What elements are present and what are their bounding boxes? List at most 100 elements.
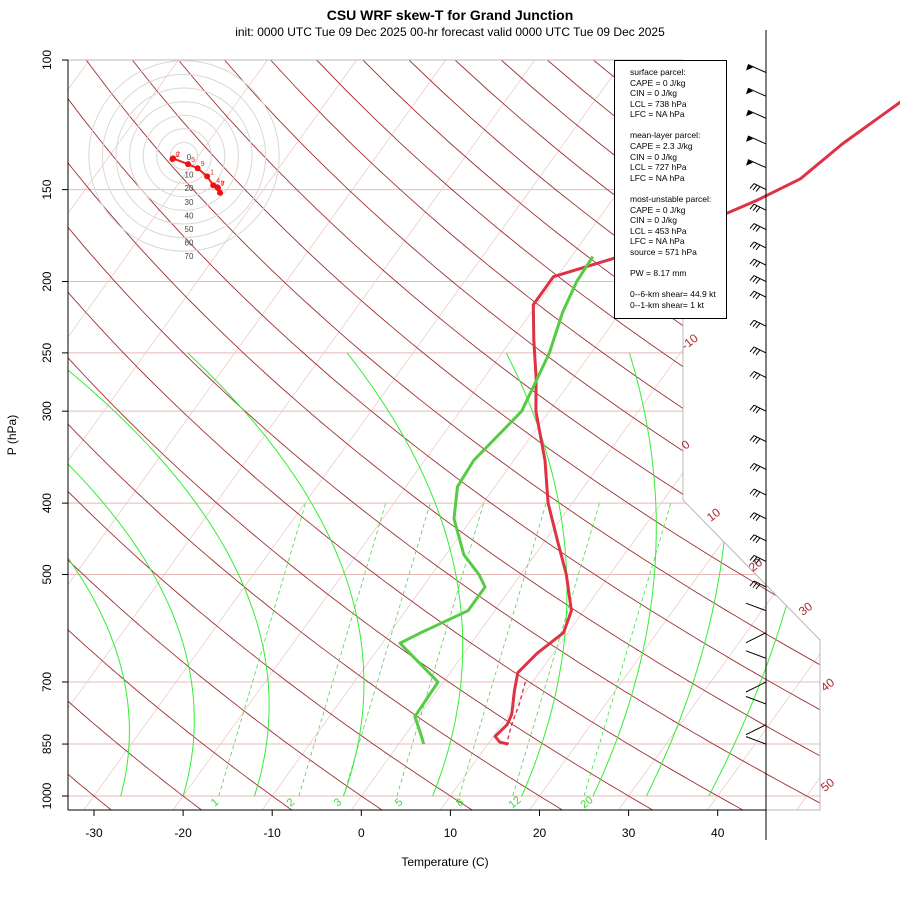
clipped-grid xyxy=(68,60,820,810)
moist-adiabat-line xyxy=(68,352,270,797)
moist-adiabat-line xyxy=(346,352,464,797)
chart-title: CSU WRF skew-T for Grand Junction xyxy=(326,7,574,23)
wind-barb-feather xyxy=(755,293,761,300)
dry-adiabat-line xyxy=(68,60,295,810)
legend-line: CIN = 0 J/kg xyxy=(630,88,678,99)
chart-subtitle: init: 0000 UTC Tue 09 Dec 2025 00-hr for… xyxy=(235,25,665,39)
hodograph-point-label: 0 xyxy=(175,152,179,159)
wind-barb-feather xyxy=(752,243,758,249)
legend-line: mean-layer parcel: xyxy=(630,130,701,141)
x-tick-label: 40 xyxy=(711,826,725,840)
hodograph-point-label: 7 xyxy=(221,181,225,188)
wind-barb-feather xyxy=(752,513,758,520)
mixing-ratio-line xyxy=(458,502,547,797)
wind-barb-feather xyxy=(749,534,755,541)
hodograph-ring-label: 40 xyxy=(185,211,194,220)
dry-adiabat-line xyxy=(316,60,820,810)
wind-barbs xyxy=(745,30,767,840)
wind-barb-feather xyxy=(752,224,758,231)
wind-barb xyxy=(749,258,767,268)
wind-barb-feather xyxy=(749,555,755,561)
wind-barb xyxy=(749,435,767,444)
hodograph-ring-label: 20 xyxy=(185,184,194,193)
wind-barb-shaft xyxy=(745,632,767,644)
wind-barb-feather xyxy=(752,556,758,563)
dry-adiabat-line xyxy=(68,60,820,810)
x-tick-label: -10 xyxy=(264,826,282,840)
isotherm-label: 40 xyxy=(818,675,837,694)
wind-barb xyxy=(749,512,767,522)
wind-barb-feather xyxy=(749,241,755,248)
wind-barb-feather xyxy=(755,322,761,329)
wind-barb-feather xyxy=(749,319,755,326)
hodograph-point xyxy=(204,173,211,180)
y-tick-label: 500 xyxy=(40,564,54,584)
legend-line: CAPE = 0 J/kg xyxy=(630,204,686,215)
isotherm-label: 0 xyxy=(679,437,693,452)
wind-barb xyxy=(745,736,767,745)
wind-barb-shaft xyxy=(745,696,767,705)
hodograph-point xyxy=(214,184,221,191)
wind-barb-feather xyxy=(749,371,755,377)
mixing-ratio-line xyxy=(343,502,431,797)
hodograph-ring-label: 10 xyxy=(185,171,194,180)
dry-adiabat-line xyxy=(68,60,656,810)
wind-barb-flag xyxy=(746,135,753,142)
wind-barb xyxy=(749,319,767,329)
y-tick-label: 200 xyxy=(40,271,54,291)
mixing-ratio-label: 8 xyxy=(454,796,466,809)
wind-barb-feather xyxy=(755,583,761,590)
series-parcel-line xyxy=(506,681,527,745)
wind-barb-shaft xyxy=(745,650,767,659)
wind-barb xyxy=(749,275,767,284)
hodograph-point xyxy=(194,165,201,172)
hodograph-point-label: 5 xyxy=(191,157,195,164)
wind-barb xyxy=(749,290,767,300)
wind-barb-feather xyxy=(755,278,761,284)
x-tick-label: 0 xyxy=(358,826,365,840)
wind-barb xyxy=(749,203,767,213)
isotherm-line xyxy=(706,60,820,810)
wind-barb xyxy=(749,554,767,564)
x-tick-label: 30 xyxy=(622,826,636,840)
x-tick-label: -20 xyxy=(174,826,192,840)
wind-barb-feather xyxy=(752,535,758,542)
wind-barb-shaft xyxy=(745,736,767,745)
wind-barb xyxy=(749,241,767,251)
mixing-ratio-line xyxy=(583,502,672,797)
hodograph-ring xyxy=(101,73,267,239)
series-temperature-line xyxy=(493,100,900,746)
x-tick-label: -30 xyxy=(85,826,103,840)
mixing-ratio-label: 1 xyxy=(209,796,221,809)
hodograph-ring-label: 50 xyxy=(185,225,194,234)
wind-barb-feather xyxy=(752,464,758,471)
dry-adiabat-line xyxy=(68,60,204,810)
wind-barb-feather xyxy=(749,512,755,519)
wind-barb-feather xyxy=(752,292,758,299)
isotherm-line xyxy=(68,60,179,810)
dry-adiabat-line xyxy=(270,60,820,810)
isotherm-label: -10 xyxy=(678,331,701,353)
legend-line: PW = 8.17 mm xyxy=(630,268,687,278)
legend-line: most-unstable parcel: xyxy=(630,193,712,204)
legend-line: 0--1-km shear= 1 kt xyxy=(630,299,704,310)
wind-barb xyxy=(749,488,767,498)
hodograph-point-label: 1 xyxy=(210,169,214,176)
wind-barb-feather xyxy=(752,582,758,588)
moist-adiabat-line xyxy=(68,352,195,797)
hodograph-ring xyxy=(142,114,226,198)
wind-barb-flag xyxy=(746,110,753,117)
wind-barb-feather xyxy=(749,488,755,495)
wind-barb xyxy=(749,183,767,192)
legend-line: CAPE = 2.3 J/kg xyxy=(630,141,693,152)
wind-barb-shaft xyxy=(747,109,767,119)
mixing-ratio-line xyxy=(512,502,600,797)
isotherm-line xyxy=(349,60,820,810)
hodograph-point-label: 8 xyxy=(220,180,224,187)
wind-barb xyxy=(746,109,767,119)
y-tick-label: 850 xyxy=(40,734,54,754)
mixing-ratio-line xyxy=(298,502,387,797)
wind-barb xyxy=(749,580,767,590)
hodograph-point xyxy=(170,155,177,162)
x-axis-label: Temperature (C) xyxy=(401,855,489,869)
